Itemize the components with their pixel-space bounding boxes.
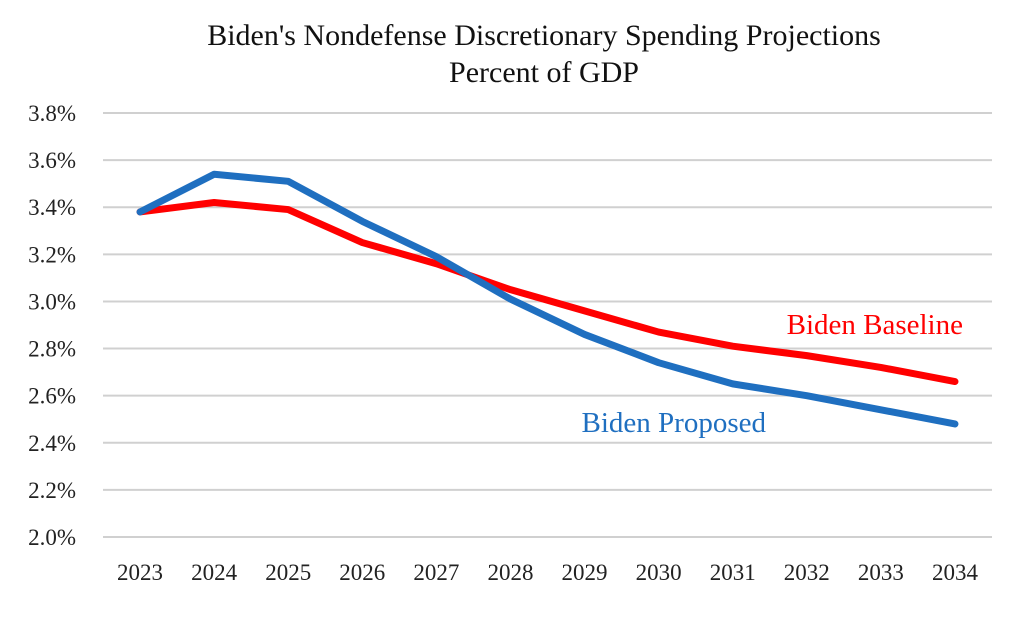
y-tick-label: 2.6% <box>28 384 76 409</box>
x-tick-label: 2030 <box>636 560 682 585</box>
y-tick-label: 2.8% <box>28 337 76 362</box>
y-tick-label: 2.0% <box>28 525 76 550</box>
series-lines <box>136 170 959 428</box>
x-tick-label: 2033 <box>858 560 904 585</box>
y-tick-label: 3.6% <box>28 148 76 173</box>
x-axis-ticks: 2023 2024 2025 2026 2027 2028 2029 2030 2031 2032… <box>117 560 978 585</box>
x-tick-label: 2034 <box>932 560 979 585</box>
x-tick-label: 2027 <box>413 560 459 585</box>
x-tick-label: 2028 <box>487 560 533 585</box>
series-line-biden-baseline <box>136 199 959 386</box>
series-label-biden-proposed: Biden Proposed <box>582 407 767 439</box>
x-tick-label: 2029 <box>562 560 608 585</box>
x-tick-label: 2026 <box>339 560 385 585</box>
y-tick-label: 2.2% <box>28 478 76 503</box>
series-line-biden-proposed <box>136 170 959 428</box>
y-axis-ticks: 2.0% 2.2% 2.4% 2.6% 2.8% 3.0% 3.2% 3.4% 3.6% 3.8% <box>28 101 76 550</box>
series-label-biden-baseline: Biden Baseline <box>787 309 963 341</box>
x-tick-label: 2024 <box>191 560 238 585</box>
chart-subtitle: Percent of GDP <box>449 56 639 89</box>
x-tick-label: 2032 <box>784 560 830 585</box>
y-tick-label: 3.2% <box>28 242 76 267</box>
y-tick-label: 3.4% <box>28 195 76 220</box>
y-tick-label: 3.8% <box>28 101 76 126</box>
x-tick-label: 2023 <box>117 560 163 585</box>
x-tick-label: 2025 <box>265 560 311 585</box>
chart-title: Biden's Nondefense Discretionary Spendin… <box>207 19 881 52</box>
x-tick-label: 2031 <box>710 560 756 585</box>
y-tick-label: 3.0% <box>28 289 76 314</box>
y-tick-label: 2.4% <box>28 431 76 456</box>
